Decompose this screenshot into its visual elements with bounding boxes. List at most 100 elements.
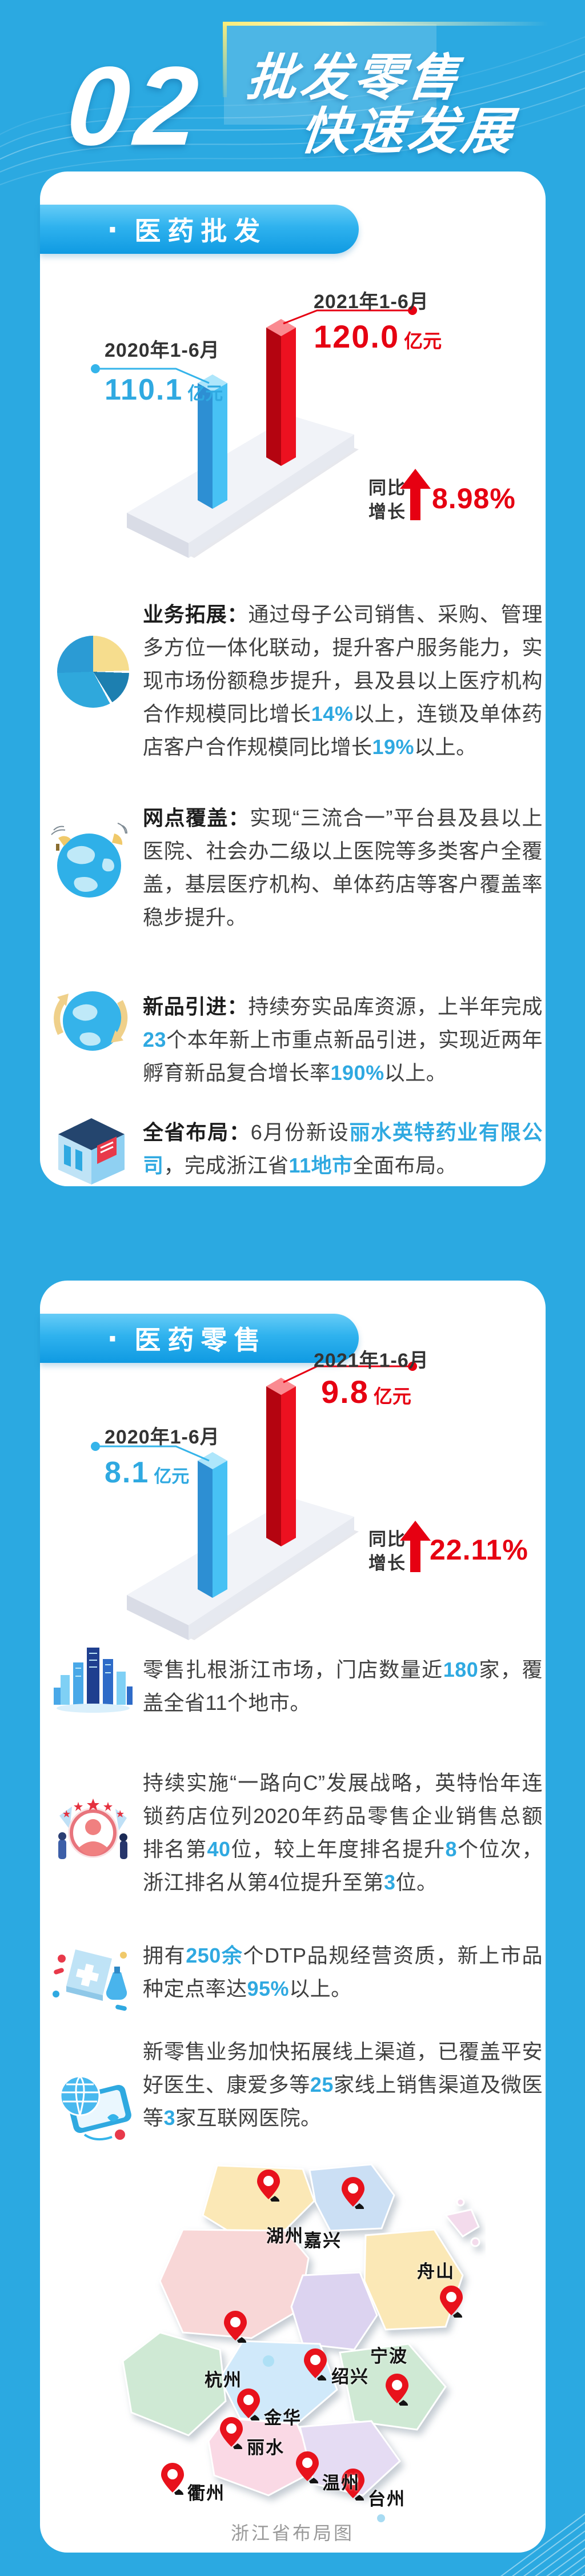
paragraph-text: 家线上销售渠道及微医等 bbox=[143, 2073, 543, 2130]
map-city-label: 金华 bbox=[264, 2408, 302, 2428]
header-wave-lines bbox=[0, 36, 585, 186]
chart2-current-period-label: 2021年1-6月 bbox=[314, 1350, 429, 1371]
paragraph-accent-text: 11地市 bbox=[289, 1154, 353, 1177]
chart1-current-value-number: 120.0 bbox=[314, 318, 400, 354]
paragraph-accent-text: 3 bbox=[163, 2106, 176, 2130]
chart1-previous-value: 110.1 亿元 bbox=[105, 373, 223, 407]
retail-paragraph-dtp: 拥有250余个DTP品规经营资质，新上市品种定点率达95%以上。 bbox=[143, 1939, 543, 2005]
paragraph-accent-text: 19% bbox=[372, 735, 415, 759]
map-city-label: 温州 bbox=[322, 2473, 360, 2493]
paragraph-text: 个DTP品规经营资质，新上市品种定点率达 bbox=[143, 1944, 543, 2000]
paragraph-accent-text: 180 bbox=[443, 1658, 479, 1681]
online-channel-icon bbox=[59, 2075, 131, 2141]
chart1-previous-value-number: 110.1 bbox=[105, 373, 183, 406]
corner-diagonal-lines bbox=[500, 2513, 585, 2576]
chart1-growth-value: 8.98% bbox=[432, 482, 516, 515]
retail-bar-chart bbox=[91, 1362, 431, 1640]
paragraph-accent-text: 95% bbox=[247, 1977, 290, 2000]
pie-chart-icon bbox=[57, 636, 129, 708]
wholesale-paragraph-coverage: 网点覆盖：实现“三流合一”平台县及县以上医院、社会办二级以上医院等多类客户全覆盖… bbox=[143, 801, 543, 934]
chart2-current-value-unit: 亿元 bbox=[373, 1386, 411, 1407]
map-caption: 浙江省布局图 bbox=[230, 2523, 354, 2543]
map-pin-icon bbox=[224, 2311, 247, 2345]
chart1-previous-value-unit: 亿元 bbox=[187, 384, 223, 404]
paragraph-text: ，完成浙江省 bbox=[163, 1154, 289, 1177]
zhejiang-map: 湖州 嘉兴 舟山 杭州 绍兴 宁波 金华 丽水 衢州 台州 温州 bbox=[97, 2161, 486, 2527]
page-title-line1: 批发零售 bbox=[243, 49, 465, 106]
chart2-growth-value: 22.11% bbox=[430, 1534, 528, 1566]
retail-paragraph-ranking: 持续实施“一路向C”发展战略，英特怡年连锁药店位列2020年药品零售企业销售总额… bbox=[143, 1766, 543, 1899]
wholesale-bar-chart bbox=[91, 306, 431, 558]
paragraph-text: 持续夯实品库资源，上半年完成 bbox=[248, 995, 543, 1018]
paragraph-heading-text: 业务拓展： bbox=[143, 603, 249, 626]
paragraph-text: 零售扎根浙江市场，门店数量近 bbox=[143, 1658, 443, 1681]
chart1-previous-period-label: 2020年1-6月 bbox=[105, 340, 220, 361]
globe-network-icon bbox=[51, 823, 127, 898]
paragraph-text: 个本年新上市重点新品引进，实现近两年孵育新品复合增长率 bbox=[143, 1028, 543, 1084]
section-number: 02 bbox=[63, 43, 208, 169]
paragraph-text: 实现“三流合一”平台县及县以上医院、社会办二级以上医院等多类客户全覆盖，基层医疗… bbox=[143, 806, 543, 929]
paragraph-text: 个位次，浙江排名从第4位提升至第 bbox=[143, 1837, 543, 1894]
paragraph-text: 新零售业务加快拓展线上渠道，已覆盖平安好医生、康爱多等 bbox=[143, 2040, 543, 2096]
map-pin-icon bbox=[296, 2451, 319, 2486]
header-title-panel bbox=[224, 24, 436, 125]
city-icon bbox=[54, 1648, 133, 1713]
badge-bullet: · bbox=[107, 209, 120, 250]
badge-bullet: · bbox=[107, 1318, 120, 1359]
paragraph-accent-text: 23 bbox=[143, 1028, 167, 1051]
paragraph-text: 位。 bbox=[395, 1871, 438, 1894]
wholesale-paragraph-layout: 全省布局：6月份新设丽水英特药业有限公司，完成浙江省11地市全面布局。 bbox=[143, 1116, 543, 1182]
decorative-dot bbox=[377, 2514, 385, 2522]
chart1-current-value-unit: 亿元 bbox=[404, 330, 442, 352]
paragraph-text: 以上。 bbox=[289, 1977, 352, 2000]
map-city-label: 宁波 bbox=[370, 2346, 408, 2366]
chart1-current-value: 120.0 亿元 bbox=[314, 318, 442, 355]
chart2-previous-period-label: 2020年1-6月 bbox=[105, 1426, 220, 1448]
map-city-label: 绍兴 bbox=[331, 2367, 369, 2387]
wholesale-paragraph-newproducts: 新品引进：持续夯实品库资源，上半年完成 23个本年新上市重点新品引进，实现近两年孵… bbox=[143, 990, 543, 1090]
map-city-label: 衢州 bbox=[187, 2483, 225, 2503]
paragraph-text: 以上。 bbox=[384, 1061, 447, 1084]
chart2-current-value-number: 9.8 bbox=[321, 1374, 369, 1410]
paragraph-text: 家，覆盖全省11个地市。 bbox=[143, 1658, 543, 1714]
building-icon bbox=[58, 1118, 125, 1185]
chart2-growth-label: 同比 增长 bbox=[368, 1529, 406, 1573]
page-title-line2: 快速发展 bbox=[297, 103, 519, 159]
map-pin-icon bbox=[257, 2170, 280, 2204]
paragraph-text: 6月份新设 bbox=[250, 1120, 350, 1144]
paragraph-text: 以上，连锁及单体药店客户合作规模同比增长 bbox=[143, 702, 543, 759]
paragraph-accent-text: 14% bbox=[311, 702, 354, 725]
chart1-growth-label: 同比 增长 bbox=[368, 478, 406, 522]
paragraph-heading-text: 网点覆盖： bbox=[143, 806, 250, 830]
map-city-label: 台州 bbox=[368, 2489, 406, 2509]
paragraph-heading-text: 全省布局： bbox=[143, 1120, 251, 1144]
map-city-label: 杭州 bbox=[205, 2370, 242, 2390]
paragraph-accent-text: 40 bbox=[207, 1837, 231, 1861]
map-city-label: 舟山 bbox=[417, 2262, 455, 2282]
map-city-label: 嘉兴 bbox=[304, 2231, 342, 2251]
paragraph-text: 持续实施“一路向C”发展战略，英特怡年连锁药店位列2020年药品零售企业销售总额… bbox=[143, 1771, 543, 1861]
chart2-previous-value: 8.1 亿元 bbox=[105, 1456, 189, 1490]
dtp-lab-icon bbox=[53, 1949, 127, 2011]
paragraph-text: 全面布局。 bbox=[352, 1154, 458, 1177]
retail-paragraph-online: 新零售业务加快拓展线上渠道，已覆盖平安好医生、康爱多等25家线上销售渠道及微医等… bbox=[143, 2035, 543, 2135]
retail-badge-label: 医药零售 bbox=[134, 1325, 267, 1355]
paragraph-text: 位，较上年度排名提升 bbox=[230, 1837, 446, 1861]
chart2-previous-value-unit: 亿元 bbox=[154, 1466, 190, 1486]
chart2-previous-value-number: 8.1 bbox=[105, 1456, 150, 1489]
map-city-label: 湖州 bbox=[266, 2226, 304, 2246]
globe-arrows-icon bbox=[54, 991, 128, 1051]
paragraph-accent-text: 8 bbox=[445, 1837, 457, 1861]
paragraph-accent-text: 丽水英特药业有限公司 bbox=[143, 1120, 543, 1177]
paragraph-text: 家互联网医院。 bbox=[175, 2106, 322, 2130]
map-pin-icon bbox=[342, 2469, 364, 2503]
map-pin-icon bbox=[386, 2374, 408, 2408]
header-corner-bracket-top bbox=[223, 22, 548, 26]
map-pin-icon bbox=[440, 2286, 463, 2320]
map-pin-icon bbox=[237, 2388, 260, 2423]
retail-paragraph-stores: 零售扎根浙江市场，门店数量近180家，覆盖全省11个地市。 bbox=[143, 1653, 543, 1720]
wholesale-section-badge: · 医药批发 bbox=[40, 205, 359, 254]
paragraph-text: 通过母子公司销售、采购、管理多方位一体化联动，提升客户服务能力，实现市场份额稳步… bbox=[143, 603, 543, 725]
map-pin-icon bbox=[342, 2177, 364, 2211]
